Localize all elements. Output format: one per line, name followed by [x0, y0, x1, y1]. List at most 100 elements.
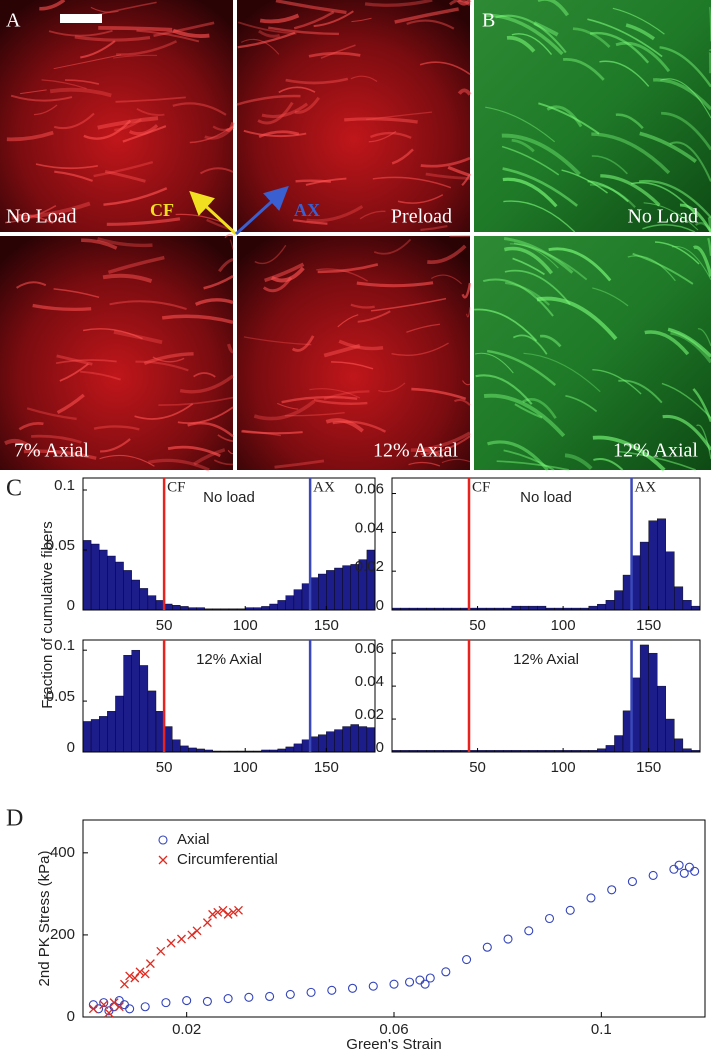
fiber-texture [697, 328, 711, 347]
bar [277, 600, 286, 611]
legend-marker [158, 835, 168, 845]
fiber-texture [447, 165, 471, 177]
bar [269, 603, 278, 611]
fiber-texture [562, 58, 605, 81]
y-tick-label: 0 [376, 739, 384, 756]
fiber-texture [187, 421, 234, 438]
point [420, 979, 430, 989]
fiber-texture [589, 31, 650, 64]
fiber-texture [107, 255, 165, 275]
fiber-texture [31, 434, 82, 444]
point [208, 909, 218, 919]
bar [520, 605, 530, 611]
microscopy-images [0, 0, 711, 472]
point [120, 979, 129, 989]
fiber-texture [466, 307, 471, 318]
fiber-texture [615, 113, 644, 130]
bar [172, 605, 181, 611]
fiber-texture [511, 33, 553, 56]
arrow-label: CF [150, 200, 174, 220]
fiber-texture [591, 155, 628, 175]
fiber-texture [55, 359, 117, 365]
fiber-texture [618, 450, 696, 471]
fiber-texture [420, 225, 448, 232]
point-glyph [156, 946, 166, 956]
fiber-texture [592, 368, 642, 395]
fiber-texture [419, 61, 471, 75]
bar [358, 726, 368, 753]
fiber-texture [391, 148, 414, 165]
fiber-texture [152, 356, 185, 363]
x-tick-label: 50 [156, 617, 173, 634]
fiber-texture [487, 440, 549, 472]
x-tick-label: 150 [636, 617, 661, 634]
point [347, 983, 358, 993]
fiber-texture [80, 40, 116, 59]
fiber-texture [128, 124, 159, 136]
fiber-texture [561, 169, 608, 194]
fiber-texture [370, 131, 412, 139]
y-tick-label: 0.04 [355, 519, 384, 536]
fiber-texture [483, 393, 566, 438]
point-glyph [88, 1004, 98, 1014]
fiber-texture [292, 219, 328, 225]
fiber-texture [93, 425, 140, 431]
fiber-texture [639, 131, 697, 163]
bar [648, 520, 658, 611]
x-tick-label: 150 [314, 617, 339, 634]
bar [90, 543, 100, 611]
fiber-texture [513, 242, 588, 281]
fiber-texture [368, 130, 397, 143]
fiber-texture [114, 118, 142, 132]
bar [605, 600, 615, 611]
fiber-texture [172, 102, 227, 116]
annotation: No load [520, 489, 572, 506]
point [482, 942, 492, 952]
fiber-texture [11, 201, 91, 220]
fiber-texture [82, 328, 143, 340]
point [327, 985, 337, 995]
y-tick-label: 0.05 [46, 537, 75, 554]
bar [326, 570, 335, 611]
point [368, 981, 378, 991]
plot-frame [82, 477, 376, 611]
fiber-texture [462, 380, 471, 386]
fiber-texture [313, 398, 368, 405]
point [669, 864, 679, 874]
annotation: 12% Axial [196, 651, 262, 668]
fiber-texture [99, 454, 155, 467]
bar [334, 729, 343, 753]
fiber-texture [54, 170, 93, 182]
point [684, 862, 695, 872]
fiber-texture [80, 370, 121, 381]
fiber-texture [503, 237, 574, 274]
point [94, 1004, 104, 1014]
x-axis-label: Green's Strain [346, 1036, 441, 1050]
bar [293, 743, 303, 753]
point [544, 913, 555, 924]
fiber-texture [484, 13, 564, 56]
fiber-texture [4, 204, 57, 224]
fiber-texture [167, 445, 221, 458]
point [99, 998, 109, 1008]
fiber-texture [229, 239, 234, 250]
point-glyph [120, 979, 129, 989]
fiber-texture [501, 145, 560, 176]
fiber-texture [227, 449, 234, 455]
fiber-texture [268, 26, 339, 36]
fiber-texture [461, 282, 472, 299]
fiber-texture [661, 111, 711, 151]
point [182, 996, 192, 1006]
fiber-texture [172, 28, 210, 39]
point [627, 877, 637, 887]
y-tick-label: 0.06 [355, 640, 384, 657]
bar [614, 735, 624, 753]
bar [342, 565, 351, 611]
fiber-texture [203, 275, 234, 290]
bar [657, 685, 666, 753]
fiber-texture [372, 176, 452, 189]
bar [147, 690, 157, 753]
bar [172, 739, 181, 753]
fiber-texture [523, 352, 601, 393]
point-glyph [187, 930, 197, 940]
